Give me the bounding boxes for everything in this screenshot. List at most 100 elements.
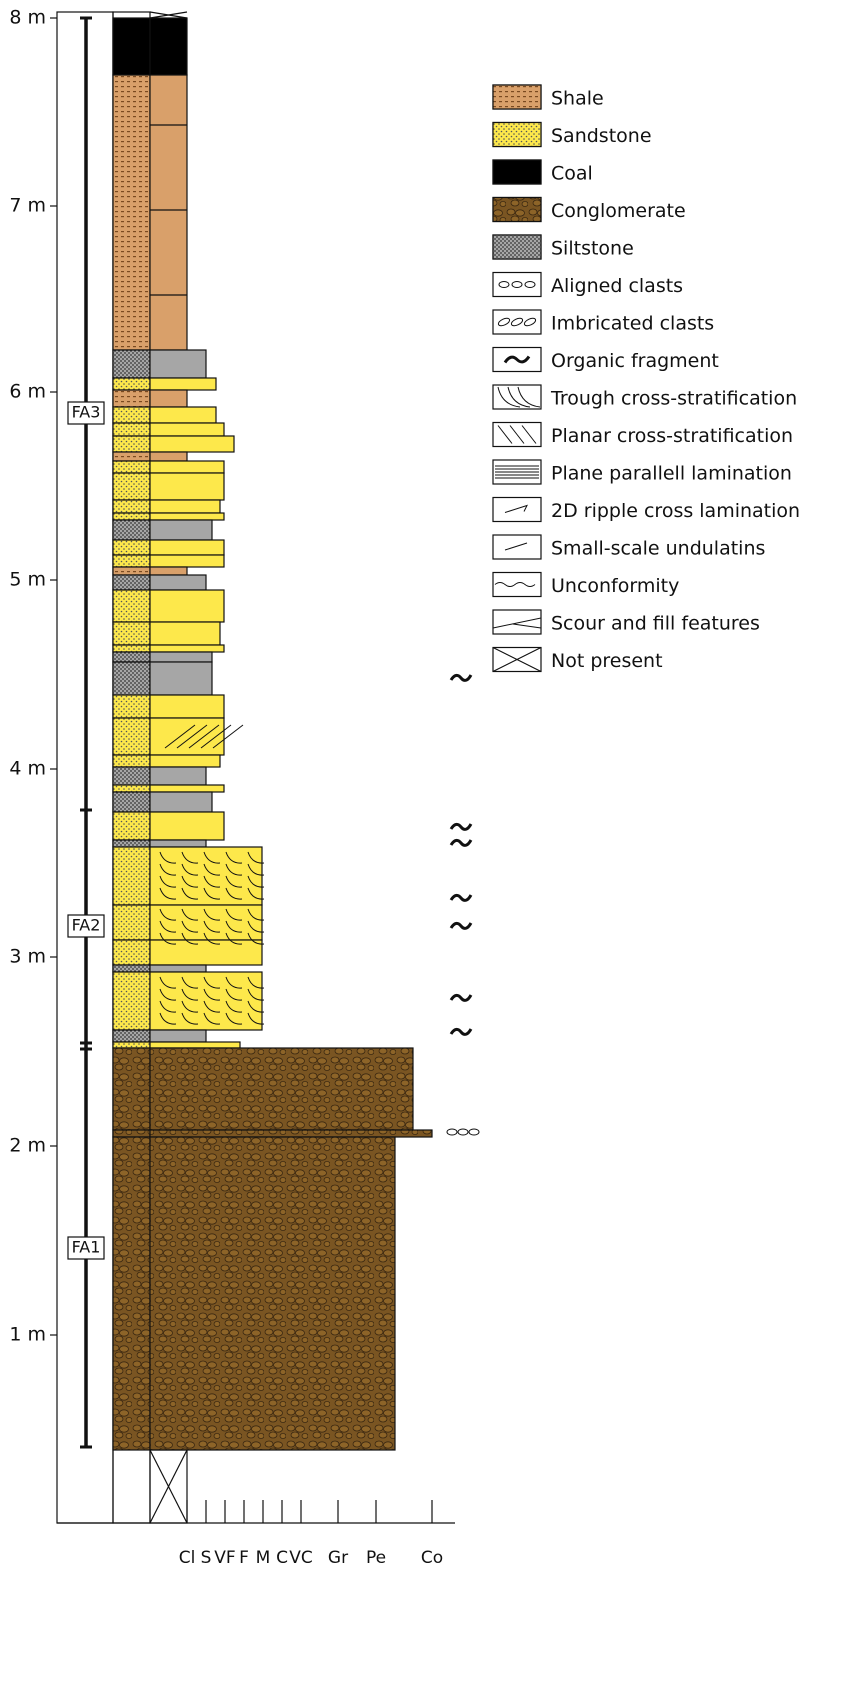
bed-strip (113, 452, 150, 461)
legend-label: Organic fragment (551, 350, 719, 372)
organic-fragment (451, 895, 471, 900)
icon (493, 160, 541, 184)
grain-label: Co (421, 1548, 443, 1568)
bed-strip (113, 461, 150, 473)
bed (150, 940, 262, 965)
stratigraphic-log: 8 m7 m6 m5 m4 m3 m2 m1 mFA3FA2FA1ClSVFFM… (0, 0, 842, 1684)
legend-box (493, 573, 541, 597)
legend-label: Sandstone (551, 125, 652, 147)
bed (150, 1048, 413, 1130)
bed-strip (113, 75, 150, 350)
bed (150, 965, 206, 972)
facies-label: FA1 (72, 1238, 101, 1257)
bed-strip (113, 755, 150, 767)
bed-strip (113, 18, 150, 75)
legend-label: Not present (551, 650, 663, 672)
bed-strip (113, 500, 150, 513)
grain-label: Gr (328, 1548, 348, 1568)
legend-label: Conglomerate (551, 200, 686, 222)
bed (150, 1130, 432, 1137)
grain-label: M (256, 1548, 271, 1568)
organic-fragment (451, 675, 471, 680)
bed-strip (113, 792, 150, 812)
bed (150, 590, 224, 622)
bed-strip (113, 350, 150, 378)
bed-strip (113, 652, 150, 662)
bed-strip (113, 940, 150, 965)
bed (150, 555, 224, 567)
bed-strip (113, 473, 150, 500)
bed-strip (113, 378, 150, 390)
bed-strip (113, 622, 150, 645)
bed-strip (113, 1030, 150, 1042)
bed (150, 755, 220, 767)
icon (493, 235, 541, 259)
bed (150, 622, 220, 645)
grain-label: Pe (366, 1548, 386, 1568)
depth-label: 8 m (9, 7, 46, 29)
depth-label: 2 m (9, 1135, 46, 1157)
aligned-clast (458, 1129, 468, 1135)
bed-strip (113, 567, 150, 575)
bed-strip (113, 785, 150, 792)
legend-label: Plane parallell lamination (551, 463, 792, 485)
legend-label: Small-scale undulatins (551, 538, 765, 560)
legend-label: Planar cross-stratification (551, 425, 793, 447)
legend-box (493, 273, 541, 297)
bed-strip (113, 812, 150, 840)
bed (150, 645, 224, 652)
legend-label: Scour and fill features (551, 613, 760, 635)
grain-label: Cl (179, 1548, 196, 1568)
depth-label: 7 m (9, 195, 46, 217)
bed-strip (113, 645, 150, 652)
bed-strip (113, 695, 150, 718)
bed (150, 767, 206, 785)
bed-strip (113, 662, 150, 695)
depth-label: 1 m (9, 1324, 46, 1346)
bed-strip (113, 540, 150, 555)
bed (150, 75, 187, 350)
aligned-clast (469, 1129, 479, 1135)
aligned-clast (447, 1129, 457, 1135)
bed-strip (113, 423, 150, 436)
organic-fragment (451, 824, 471, 829)
bed (150, 452, 187, 461)
bed (150, 785, 224, 792)
icon (493, 85, 541, 109)
bed (150, 718, 224, 755)
legend-label: Coal (551, 163, 593, 185)
bed-strip (113, 1130, 150, 1137)
grain-label: S (201, 1548, 212, 1568)
depth-label: 5 m (9, 569, 46, 591)
bed-strip (113, 575, 150, 590)
bed (150, 812, 224, 840)
bed-strip (113, 965, 150, 972)
bed (150, 695, 224, 718)
bed (150, 378, 216, 390)
bed (150, 436, 234, 452)
organic-fragment (451, 840, 471, 845)
bed (150, 792, 212, 812)
bed-strip (113, 513, 150, 520)
bed-strip (113, 847, 150, 905)
bed (150, 567, 187, 575)
legend-label: Siltstone (551, 238, 634, 260)
bed (150, 1137, 395, 1450)
bed (150, 500, 220, 513)
icon (493, 198, 541, 222)
bed (150, 1030, 206, 1042)
organic-fragment (451, 995, 471, 1000)
bed-strip (113, 1042, 150, 1048)
legend-box (493, 310, 541, 334)
bed-strip (113, 555, 150, 567)
bed (150, 461, 224, 473)
legend-label: Imbricated clasts (551, 313, 714, 335)
bed (150, 407, 216, 423)
legend-label: 2D ripple cross lamination (551, 500, 800, 522)
legend-box (493, 498, 541, 522)
bed (150, 390, 187, 407)
legend-label: Aligned clasts (551, 275, 683, 297)
grain-label: VC (289, 1548, 313, 1568)
bed-strip (113, 905, 150, 940)
bed (150, 652, 212, 662)
